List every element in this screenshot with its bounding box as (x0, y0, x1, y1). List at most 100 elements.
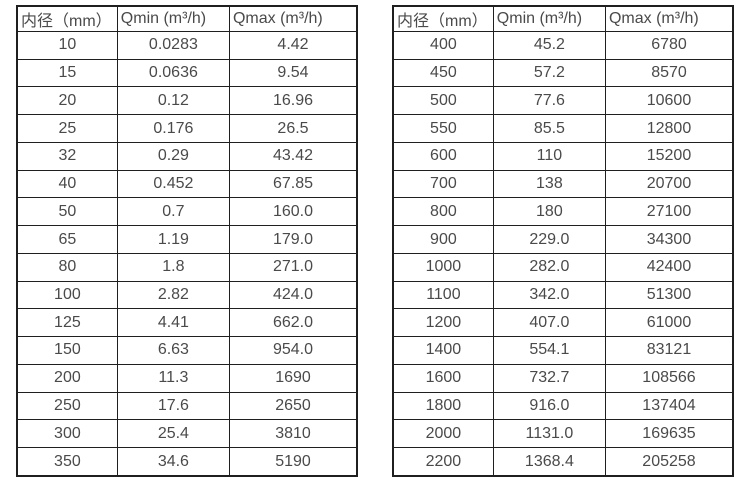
table-body: 10 0.0283 4.42 15 0.0636 9.54 20 0.12 16.96 25 0.1… (16, 31, 358, 477)
header-qmax: Qmax (m³/h) (228, 5, 358, 32)
table-row: 1200 407.0 61000 (392, 308, 734, 338)
table-cell: 5190 (228, 447, 358, 477)
table-cell: 732.7 (492, 363, 606, 393)
table-cell: 4.41 (116, 308, 230, 338)
table-row: 700 138 20700 (392, 169, 734, 199)
table-cell: 2200 (392, 447, 494, 477)
table-row: 10 0.0283 4.42 (16, 31, 358, 60)
table-cell: 1400 (392, 336, 494, 365)
table-cell: 800 (392, 197, 494, 227)
table-cell: 250 (16, 391, 118, 421)
table-row: 200 11.3 1690 (16, 363, 358, 393)
table-cell: 150 (16, 336, 118, 365)
table-cell: 200 (16, 363, 118, 393)
table-row: 800 180 27100 (392, 197, 734, 227)
table-cell: 229.0 (492, 225, 606, 254)
table-cell: 179.0 (228, 225, 358, 254)
table-row: 550 85.5 12800 (392, 114, 734, 143)
table-cell: 40 (16, 169, 118, 199)
table-cell: 700 (392, 169, 494, 199)
header-qmin: Qmin (m³/h) (116, 5, 230, 32)
table-cell: 12800 (604, 114, 734, 143)
header-qmax: Qmax (m³/h) (604, 5, 734, 32)
table-row: 1600 732.7 108566 (392, 363, 734, 393)
table-cell: 3810 (228, 419, 358, 449)
table-cell: 67.85 (228, 169, 358, 199)
header-inner-diameter: 内径（mm） (392, 5, 494, 32)
table-row: 1100 342.0 51300 (392, 280, 734, 310)
table-cell: 500 (392, 86, 494, 116)
table-row: 350 34.6 5190 (16, 447, 358, 477)
table-cell: 1000 (392, 252, 494, 282)
table-row: 450 57.2 8570 (392, 58, 734, 88)
table-cell: 662.0 (228, 308, 358, 338)
table-cell: 407.0 (492, 308, 606, 338)
table-cell: 6.63 (116, 336, 230, 365)
table-cell: 1600 (392, 363, 494, 393)
table-row: 500 77.6 10600 (392, 86, 734, 116)
table-cell: 80 (16, 252, 118, 282)
table-cell: 2650 (228, 391, 358, 421)
table-cell: 450 (392, 58, 494, 88)
flow-table-small-diameters: 内径（mm） Qmin (m³/h) Qmax (m³/h) 10 0.0283 4… (16, 5, 358, 477)
table-cell: 300 (16, 419, 118, 449)
table-row: 15 0.0636 9.54 (16, 58, 358, 88)
table-cell: 138 (492, 169, 606, 199)
table-cell: 42400 (604, 252, 734, 282)
table-cell: 1690 (228, 363, 358, 393)
table-cell: 1.19 (116, 225, 230, 254)
header-row: 内径（mm） Qmin (m³/h) Qmax (m³/h) (16, 5, 358, 32)
table-cell: 0.12 (116, 86, 230, 116)
table-row: 125 4.41 662.0 (16, 308, 358, 338)
table-row: 250 17.6 2650 (16, 391, 358, 421)
table-cell: 2.82 (116, 280, 230, 310)
table-row: 25 0.176 26.5 (16, 114, 358, 143)
table-cell: 342.0 (492, 280, 606, 310)
table-cell: 1800 (392, 391, 494, 421)
table-cell: 1131.0 (492, 419, 606, 449)
table-cell: 20700 (604, 169, 734, 199)
table-cell: 350 (16, 447, 118, 477)
table-cell: 1100 (392, 280, 494, 310)
table-row: 300 25.4 3810 (16, 419, 358, 449)
table-row: 900 229.0 34300 (392, 225, 734, 254)
table-cell: 205258 (604, 447, 734, 477)
table-cell: 77.6 (492, 86, 606, 116)
table-row: 50 0.7 160.0 (16, 197, 358, 227)
table-cell: 0.7 (116, 197, 230, 227)
table-row: 20 0.12 16.96 (16, 86, 358, 116)
table-cell: 108566 (604, 363, 734, 393)
table-row: 80 1.8 271.0 (16, 252, 358, 282)
table-cell: 554.1 (492, 336, 606, 365)
table-cell: 50 (16, 197, 118, 227)
table-header: 内径（mm） Qmin (m³/h) Qmax (m³/h) (16, 5, 358, 32)
table-cell: 424.0 (228, 280, 358, 310)
table-cell: 1.8 (116, 252, 230, 282)
table-cell: 34300 (604, 225, 734, 254)
table-cell: 1368.4 (492, 447, 606, 477)
table-cell: 2000 (392, 419, 494, 449)
table-cell: 83121 (604, 336, 734, 365)
table-cell: 137404 (604, 391, 734, 421)
table-header: 内径（mm） Qmin (m³/h) Qmax (m³/h) (392, 5, 734, 32)
table-cell: 17.6 (116, 391, 230, 421)
table-cell: 400 (392, 31, 494, 60)
table-cell: 15200 (604, 141, 734, 171)
table-cell: 110 (492, 141, 606, 171)
table-row: 1800 916.0 137404 (392, 391, 734, 421)
table-row: 100 2.82 424.0 (16, 280, 358, 310)
table-cell: 0.0636 (116, 58, 230, 88)
table-cell: 600 (392, 141, 494, 171)
table-cell: 11.3 (116, 363, 230, 393)
table-cell: 26.5 (228, 114, 358, 143)
table-cell: 51300 (604, 280, 734, 310)
table-body: 400 45.2 6780 450 57.2 8570 500 77.6 10600 550 85.… (392, 31, 734, 477)
table-cell: 9.54 (228, 58, 358, 88)
table-cell: 32 (16, 141, 118, 171)
table-cell: 43.42 (228, 141, 358, 171)
table-row: 32 0.29 43.42 (16, 141, 358, 171)
table-cell: 10 (16, 31, 118, 60)
table-cell: 900 (392, 225, 494, 254)
table-cell: 100 (16, 280, 118, 310)
